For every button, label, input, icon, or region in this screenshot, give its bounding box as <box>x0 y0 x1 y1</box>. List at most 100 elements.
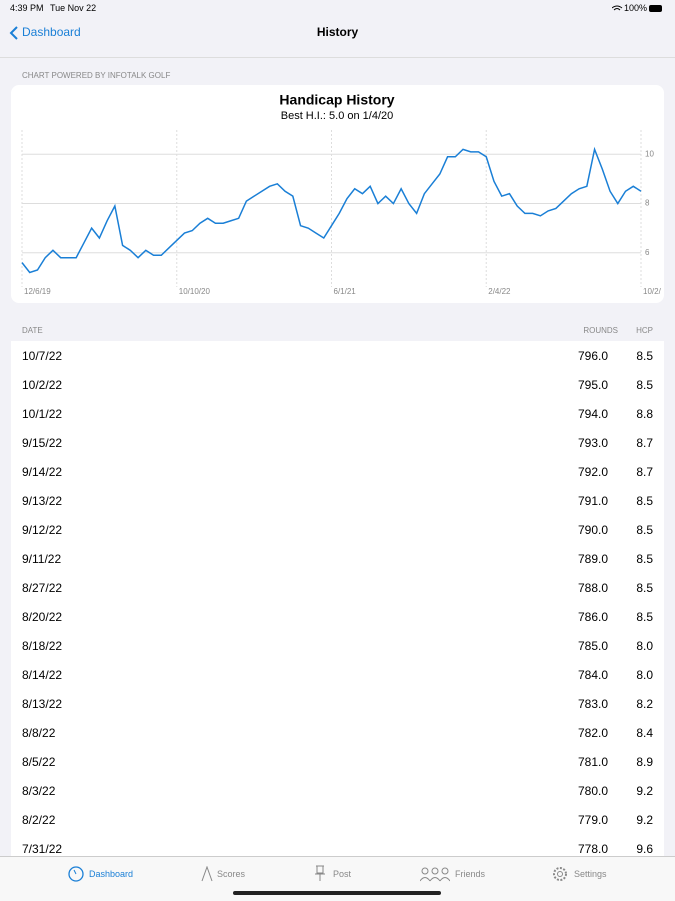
tab-item[interactable]: Scores <box>217 869 246 879</box>
rounds-cell: 790.0 <box>577 523 608 537</box>
date-cell: 10/1/22 <box>22 407 63 421</box>
table-row[interactable]: 9/13/22 791.0 8.5 <box>11 486 664 516</box>
hcp-cell: 8.5 <box>636 610 653 624</box>
hcp-cell: 8.7 <box>636 436 653 450</box>
x-tick-label: 10/2/ <box>643 287 662 296</box>
table-row[interactable]: 8/20/22 786.0 8.5 <box>11 602 664 632</box>
tab-item[interactable]: Post <box>333 869 352 879</box>
rounds-cell: 782.0 <box>577 726 608 740</box>
tab-icon[interactable] <box>68 866 84 882</box>
nav-divider <box>0 57 675 58</box>
x-tick-label: 2/4/22 <box>488 287 511 296</box>
hcp-cell: 8.8 <box>636 407 653 421</box>
table-row[interactable]: 8/2/22 779.0 9.2 <box>11 805 664 835</box>
table-row[interactable]: 8/13/22 783.0 8.2 <box>11 689 664 719</box>
date-cell: 8/5/22 <box>22 755 56 769</box>
date-cell: 9/14/22 <box>22 465 63 479</box>
column-header: HCP <box>636 326 653 335</box>
x-tick-label: 10/10/20 <box>179 287 211 296</box>
hcp-cell: 8.5 <box>636 523 653 537</box>
hcp-cell: 8.5 <box>636 494 653 508</box>
column-header: DATE <box>22 326 43 335</box>
date-cell: 8/20/22 <box>22 610 63 624</box>
tab-item[interactable]: Friends <box>455 869 486 879</box>
table-row[interactable]: 8/27/22 788.0 8.5 <box>11 573 664 603</box>
hcp-cell: 9.2 <box>636 813 653 827</box>
tab-icon[interactable] <box>420 866 450 882</box>
table-row[interactable]: 8/14/22 784.0 8.0 <box>11 660 664 690</box>
chart: Handicap History Best H.I.: 5.0 on 1/4/2… <box>21 92 662 296</box>
rounds-cell: 781.0 <box>577 755 608 769</box>
hcp-cell: 8.0 <box>636 668 653 682</box>
table-row[interactable]: 9/15/22 793.0 8.7 <box>11 428 664 458</box>
table-row[interactable]: 10/1/22 794.0 8.8 <box>11 399 664 429</box>
date-cell: 8/8/22 <box>22 726 56 740</box>
table-row[interactable]: 10/7/22 796.0 8.5 <box>11 341 664 371</box>
status-date: Tue Nov 22 <box>50 3 97 13</box>
tab-item[interactable]: Dashboard <box>89 869 134 879</box>
date-cell: 7/31/22 <box>22 842 63 856</box>
x-tick-label: 12/6/19 <box>24 287 51 296</box>
table-row[interactable]: 10/2/22 795.0 8.5 <box>11 370 664 400</box>
date-cell: 9/13/22 <box>22 494 63 508</box>
status-icons <box>612 5 662 12</box>
rounds-cell: 786.0 <box>577 610 608 624</box>
tab-item[interactable]: Settings <box>574 869 607 879</box>
table-row[interactable]: 8/5/22 781.0 8.9 <box>11 747 664 777</box>
rounds-cell: 778.0 <box>577 842 608 856</box>
line-series <box>21 146 642 274</box>
hcp-cell: 9.2 <box>636 784 653 798</box>
rounds-cell: 794.0 <box>577 407 608 421</box>
tab-bar: Dashboard Scores Post Friends Settings <box>0 856 675 901</box>
date-cell: 9/11/22 <box>22 552 62 566</box>
date-cell: 8/14/22 <box>22 668 63 682</box>
rounds-cell: 783.0 <box>577 697 608 711</box>
rounds-cell: 785.0 <box>577 639 608 653</box>
hcp-cell: 8.5 <box>636 552 653 566</box>
rounds-cell: 779.0 <box>577 813 608 827</box>
rounds-cell: 788.0 <box>577 581 608 595</box>
x-tick-label: 6/1/21 <box>334 287 357 296</box>
column-header: ROUNDS <box>583 326 618 335</box>
date-cell: 10/7/22 <box>22 349 63 363</box>
hcp-cell: 8.4 <box>636 726 653 740</box>
hcp-cell: 8.5 <box>636 349 653 363</box>
back-button[interactable]: Dashboard <box>22 25 81 39</box>
hcp-cell: 8.9 <box>636 755 653 769</box>
y-tick-label: 6 <box>645 248 650 257</box>
nav-title: History <box>316 25 359 39</box>
table-row[interactable]: 9/12/22 790.0 8.5 <box>11 515 664 545</box>
table-row[interactable]: 8/8/22 782.0 8.4 <box>11 718 664 748</box>
rounds-cell: 791.0 <box>577 494 608 508</box>
rounds-cell: 780.0 <box>577 784 608 798</box>
rounds-cell: 789.0 <box>577 552 608 566</box>
chart-card: Handicap History Best H.I.: 5.0 on 1/4/2… <box>11 85 664 303</box>
table-row[interactable]: 8/18/22 785.0 8.0 <box>11 631 664 661</box>
status-time: 4:39 PM <box>10 3 44 13</box>
hcp-cell: 8.5 <box>636 581 653 595</box>
chart-title: Handicap History <box>279 92 394 108</box>
hcp-cell: 8.7 <box>636 465 653 479</box>
tab-icon[interactable] <box>200 866 214 882</box>
rounds-cell: 793.0 <box>577 436 608 450</box>
rounds-cell: 784.0 <box>577 668 608 682</box>
hcp-cell: 8.2 <box>636 697 653 711</box>
tab-icon[interactable] <box>552 866 568 882</box>
hcp-cell: 8.5 <box>636 378 653 392</box>
chart-subtitle: Best H.I.: 5.0 on 1/4/20 <box>281 110 394 122</box>
date-cell: 8/13/22 <box>22 697 63 711</box>
table-row[interactable]: 8/3/22 780.0 9.2 <box>11 776 664 806</box>
section-header: CHART POWERED BY INFOTALK GOLF <box>22 71 171 80</box>
date-cell: 9/12/22 <box>22 523 63 537</box>
home-indicator <box>233 891 441 895</box>
date-cell: 8/3/22 <box>22 784 56 798</box>
table-row[interactable]: 9/11/22 789.0 8.5 <box>11 544 664 574</box>
date-cell: 8/2/22 <box>22 813 56 827</box>
table-row[interactable]: 9/14/22 792.0 8.7 <box>11 457 664 487</box>
tab-icon[interactable] <box>313 865 327 882</box>
status-battery: 100% <box>624 3 648 13</box>
back-chevron[interactable] <box>8 25 20 41</box>
date-cell: 8/27/22 <box>22 581 63 595</box>
rounds-cell: 795.0 <box>577 378 608 392</box>
